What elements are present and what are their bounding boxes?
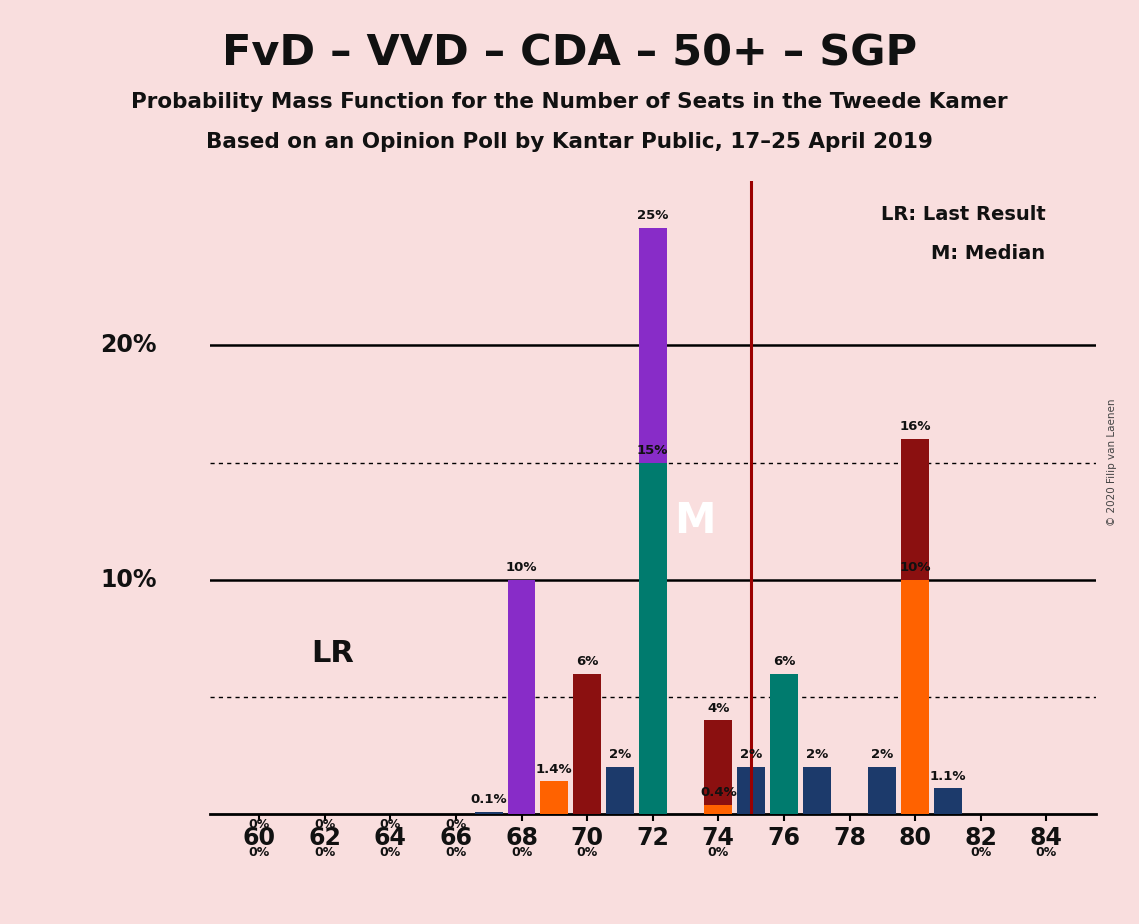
Text: 20%: 20%: [100, 334, 157, 358]
Text: © 2020 Filip van Laenen: © 2020 Filip van Laenen: [1107, 398, 1116, 526]
Text: 0%: 0%: [314, 845, 335, 859]
Text: 4%: 4%: [707, 701, 729, 714]
Text: 0.1%: 0.1%: [470, 793, 507, 806]
Bar: [573, 674, 601, 814]
Text: M: M: [674, 500, 716, 542]
Text: 0%: 0%: [445, 845, 467, 859]
Bar: [639, 463, 666, 814]
Text: FvD – VVD – CDA – 50+ – SGP: FvD – VVD – CDA – 50+ – SGP: [222, 32, 917, 74]
Bar: [508, 580, 535, 814]
Text: 16%: 16%: [900, 420, 931, 433]
Text: 0%: 0%: [511, 845, 532, 859]
Text: 6%: 6%: [576, 655, 598, 668]
Text: 0%: 0%: [379, 818, 401, 831]
Text: Based on an Opinion Poll by Kantar Public, 17–25 April 2019: Based on an Opinion Poll by Kantar Publi…: [206, 132, 933, 152]
Text: 15%: 15%: [637, 444, 669, 456]
Bar: [606, 767, 633, 814]
Text: 0%: 0%: [248, 818, 270, 831]
Bar: [737, 767, 765, 814]
Text: 0%: 0%: [445, 818, 467, 831]
Bar: [704, 805, 732, 814]
Bar: [540, 782, 568, 814]
Text: 2%: 2%: [871, 748, 893, 761]
Bar: [803, 767, 830, 814]
Bar: [770, 674, 797, 814]
Bar: [868, 767, 896, 814]
Text: 0%: 0%: [379, 845, 401, 859]
Text: LR: Last Result: LR: Last Result: [880, 205, 1046, 225]
Text: Probability Mass Function for the Number of Seats in the Tweede Kamer: Probability Mass Function for the Number…: [131, 92, 1008, 113]
Text: 0%: 0%: [1035, 845, 1057, 859]
Bar: [901, 580, 929, 814]
Text: 25%: 25%: [637, 210, 669, 223]
Text: 0%: 0%: [970, 845, 991, 859]
Text: 10%: 10%: [100, 568, 157, 591]
Text: 0%: 0%: [707, 845, 729, 859]
Text: 1.4%: 1.4%: [536, 762, 573, 775]
Bar: [475, 812, 502, 814]
Text: 1.1%: 1.1%: [929, 770, 966, 783]
Bar: [704, 721, 732, 814]
Text: LR: LR: [312, 639, 354, 668]
Bar: [901, 439, 929, 814]
Text: 2%: 2%: [608, 748, 631, 761]
Text: 6%: 6%: [772, 655, 795, 668]
Text: 2%: 2%: [805, 748, 828, 761]
Text: 10%: 10%: [506, 561, 538, 574]
Bar: [639, 228, 666, 814]
Text: 2%: 2%: [740, 748, 762, 761]
Text: M: Median: M: Median: [932, 244, 1046, 263]
Text: 0%: 0%: [576, 845, 598, 859]
Text: 0%: 0%: [248, 845, 270, 859]
Text: 0%: 0%: [314, 818, 335, 831]
Text: 0.4%: 0.4%: [700, 786, 737, 799]
Text: 10%: 10%: [900, 561, 931, 574]
Bar: [934, 788, 961, 814]
